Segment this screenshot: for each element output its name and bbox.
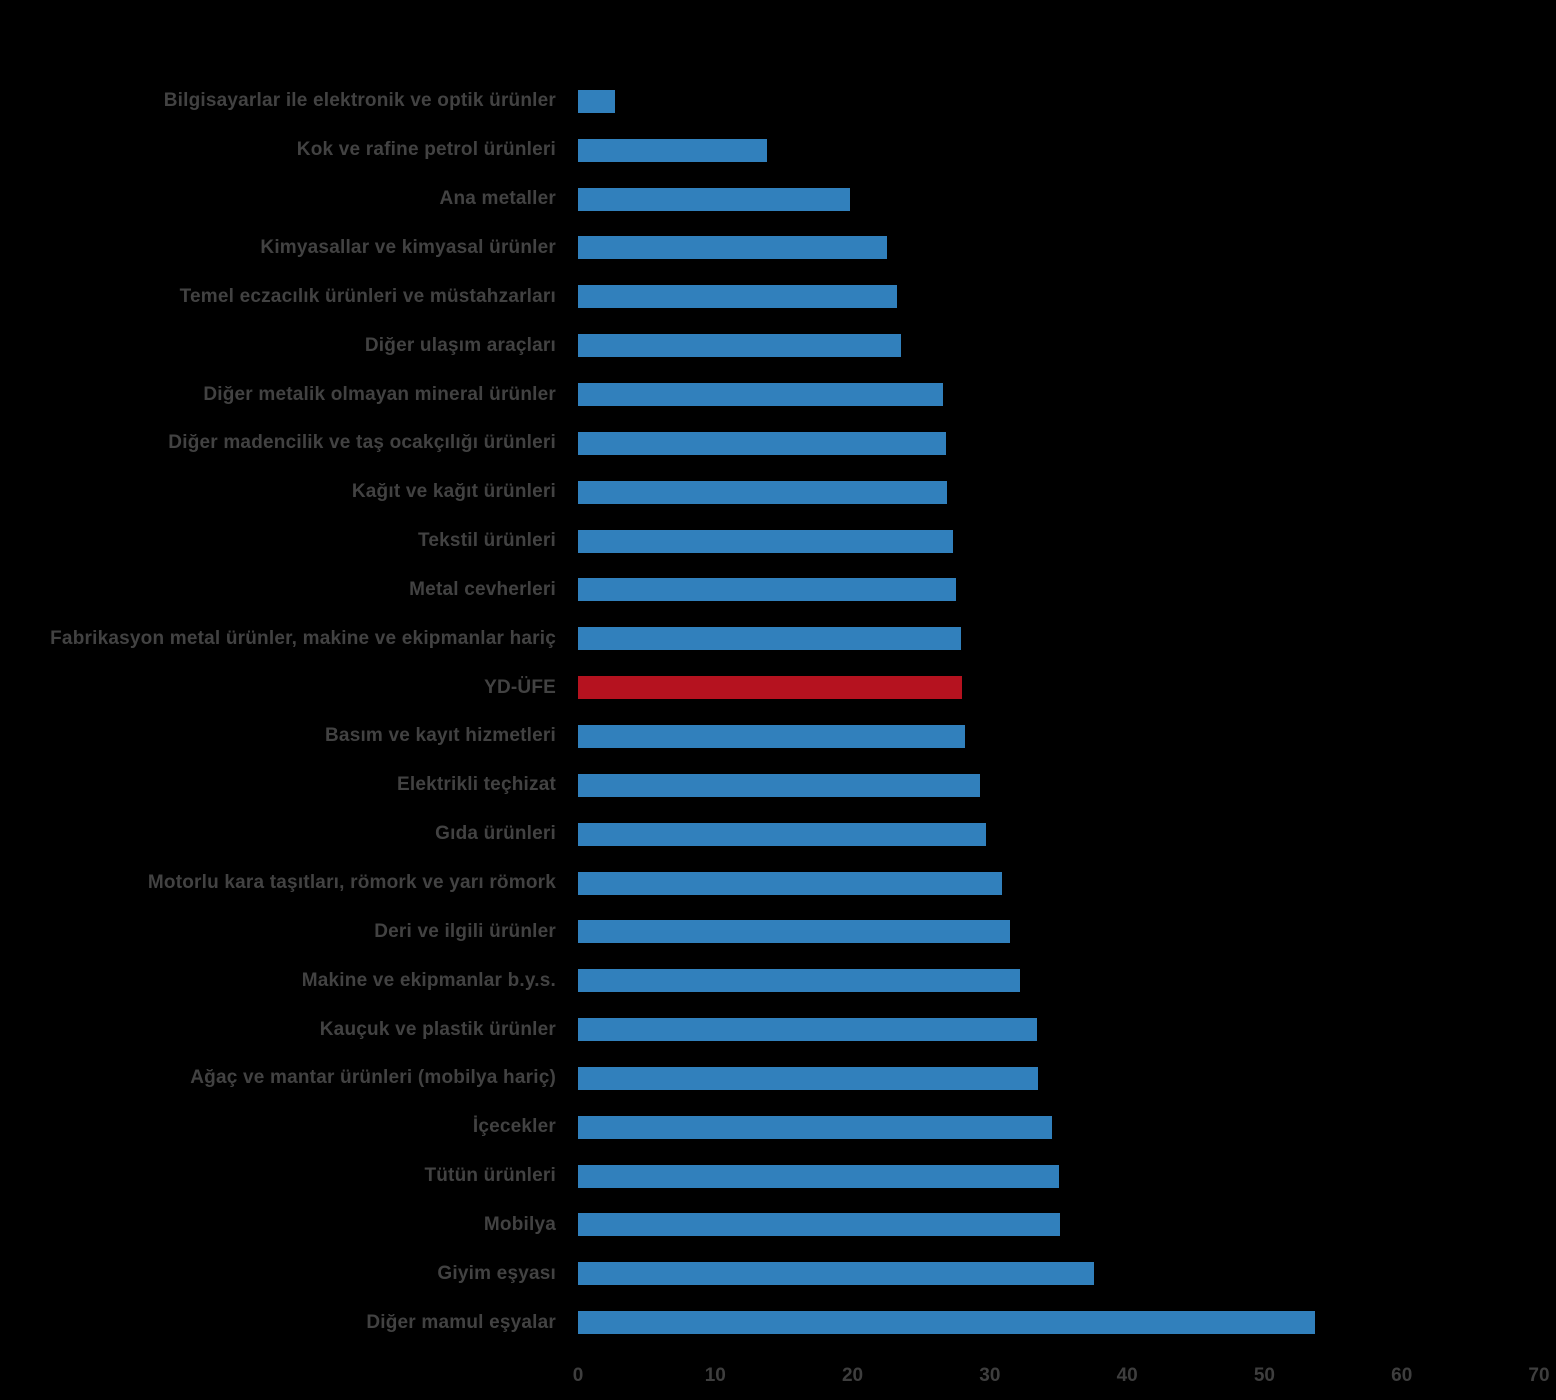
chart-row: Gıda ürünleri xyxy=(0,810,1556,859)
x-axis-tick-label: 10 xyxy=(704,1365,726,1386)
bar xyxy=(578,773,981,797)
chart-row: Giyim eşyası xyxy=(0,1249,1556,1298)
x-axis-tick-label: 50 xyxy=(1253,1365,1275,1386)
category-label: Basım ve kayıt hizmetleri xyxy=(325,725,556,747)
category-label: Deri ve ilgili ürünler xyxy=(374,920,556,942)
chart-row: Mobilya xyxy=(0,1201,1556,1250)
category-label: Kok ve rafine petrol ürünleri xyxy=(296,139,556,161)
category-label: Diğer mamul eşyalar xyxy=(366,1311,556,1333)
x-axis-tick-label: 60 xyxy=(1391,1365,1413,1386)
bar xyxy=(578,1213,1060,1237)
chart-row: YD-ÜFE xyxy=(0,663,1556,712)
category-label: Diğer metalik olmayan mineral ürünler xyxy=(203,383,556,405)
chart-row: Diğer madencilik ve taş ocakçılığı ürünl… xyxy=(0,419,1556,468)
category-label: Gıda ürünleri xyxy=(435,823,556,845)
category-label: Diğer ulaşım araçları xyxy=(364,334,556,356)
bar xyxy=(578,383,944,407)
chart-row: Kağıt ve kağıt ürünleri xyxy=(0,468,1556,517)
category-label: Diğer madencilik ve taş ocakçılığı ürünl… xyxy=(168,432,556,454)
category-label: Metal cevherleri xyxy=(409,578,556,600)
category-label: Temel eczacılık ürünleri ve müstahzarlar… xyxy=(179,285,556,307)
x-axis-tick-label: 20 xyxy=(841,1365,864,1386)
x-axis-tick-label: 40 xyxy=(1116,1365,1138,1386)
chart-row: Kauçuk ve plastik ürünler xyxy=(0,1005,1556,1054)
category-label: İçecekler xyxy=(472,1116,556,1138)
category-label: Makine ve ekipmanlar b.y.s. xyxy=(301,969,556,991)
category-label: Ana metaller xyxy=(439,188,556,210)
category-label: Kimyasallar ve kimyasal ürünler xyxy=(260,236,556,258)
bar xyxy=(578,969,1021,993)
category-label: Motorlu kara taşıtları, römork ve yarı r… xyxy=(147,872,556,894)
chart-row: Diğer mamul eşyalar xyxy=(0,1298,1556,1347)
category-label: Mobilya xyxy=(483,1213,556,1235)
chart-row: Fabrikasyon metal ürünler, makine ve eki… xyxy=(0,614,1556,663)
category-label: Tekstil ürünleri xyxy=(418,530,556,552)
chart-row: Diğer metalik olmayan mineral ürünler xyxy=(0,370,1556,419)
bar xyxy=(578,1018,1037,1042)
category-label: Kağıt ve kağıt ürünleri xyxy=(351,481,556,503)
chart-row: Kimyasallar ve kimyasal ürünler xyxy=(0,224,1556,273)
bar xyxy=(578,1311,1316,1335)
bar xyxy=(578,89,616,113)
chart-row: Motorlu kara taşıtları, römork ve yarı r… xyxy=(0,859,1556,908)
bar xyxy=(578,285,897,309)
bar xyxy=(578,920,1011,944)
category-label: Ağaç ve mantar ürünleri (mobilya hariç) xyxy=(190,1067,556,1089)
bar xyxy=(578,627,962,651)
bar xyxy=(578,1164,1059,1188)
bar xyxy=(578,871,1003,895)
bar xyxy=(578,724,966,748)
bar xyxy=(578,1066,1038,1090)
chart-row: Tekstil ürünleri xyxy=(0,517,1556,566)
chart-row: Bilgisayarlar ile elektronik ve optik ür… xyxy=(0,77,1556,126)
x-axis-tick-label: 70 xyxy=(1528,1365,1550,1386)
category-label: Fabrikasyon metal ürünler, makine ve eki… xyxy=(50,627,556,649)
bar xyxy=(578,529,953,553)
chart-row: Tütün ürünleri xyxy=(0,1152,1556,1201)
bar xyxy=(578,480,948,504)
chart-row: Diğer ulaşım araçları xyxy=(0,321,1556,370)
x-axis-tick-label: 0 xyxy=(572,1365,584,1386)
bar xyxy=(578,334,901,358)
chart-row: Metal cevherleri xyxy=(0,566,1556,615)
bar-highlighted xyxy=(578,676,963,700)
category-label: Kauçuk ve plastik ürünler xyxy=(319,1018,556,1040)
bar xyxy=(578,187,850,211)
chart-row: Kok ve rafine petrol ürünleri xyxy=(0,126,1556,175)
chart-row: İçecekler xyxy=(0,1103,1556,1152)
chart-row: Deri ve ilgili ürünler xyxy=(0,907,1556,956)
bar xyxy=(578,236,887,260)
chart-row: Ağaç ve mantar ürünleri (mobilya hariç) xyxy=(0,1054,1556,1103)
chart-row: Makine ve ekipmanlar b.y.s. xyxy=(0,956,1556,1005)
bar xyxy=(578,1115,1052,1139)
bar xyxy=(578,822,986,846)
x-axis-tick-label: 30 xyxy=(979,1365,1001,1386)
chart-row: Elektrikli teçhizat xyxy=(0,761,1556,810)
chart-row: Ana metaller xyxy=(0,175,1556,224)
chart-row: Temel eczacılık ürünleri ve müstahzarlar… xyxy=(0,272,1556,321)
category-label: Bilgisayarlar ile elektronik ve optik ür… xyxy=(163,90,556,112)
category-label: Elektrikli teçhizat xyxy=(396,774,556,796)
bar xyxy=(578,1262,1095,1286)
category-label: Giyim eşyası xyxy=(437,1262,556,1284)
bar xyxy=(578,431,946,455)
bar xyxy=(578,578,956,602)
bar xyxy=(578,138,768,162)
category-label: Tütün ürünleri xyxy=(424,1165,556,1187)
category-label: YD-ÜFE xyxy=(484,676,556,698)
chart-row: Basım ve kayıt hizmetleri xyxy=(0,712,1556,761)
